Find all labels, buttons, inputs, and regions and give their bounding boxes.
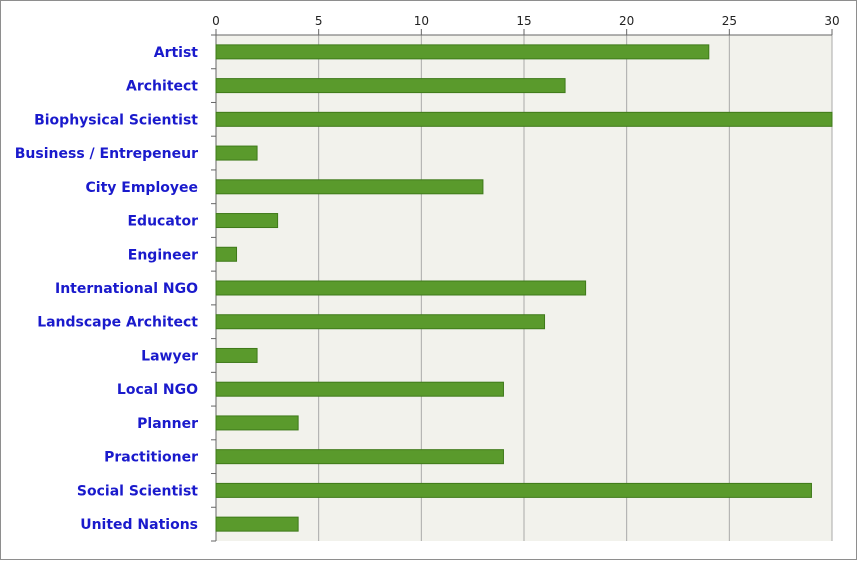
bar <box>215 78 566 94</box>
bar <box>215 44 710 60</box>
bar <box>215 280 587 296</box>
bar <box>215 213 279 229</box>
bar <box>215 111 833 127</box>
category-label: Landscape Architect <box>37 315 198 331</box>
category-label: Local NGO <box>117 382 198 398</box>
bar <box>215 449 504 465</box>
category-label: International NGO <box>55 281 198 297</box>
category-label: Planner <box>137 416 198 432</box>
category-label: Lawyer <box>141 348 198 364</box>
category-label: Engineer <box>128 247 198 263</box>
bar <box>215 381 504 397</box>
bar <box>215 314 546 330</box>
bar <box>215 246 238 262</box>
x-tick-label: 25 <box>722 14 737 28</box>
x-tick-label: 10 <box>414 14 429 28</box>
bar <box>215 347 258 363</box>
bar <box>215 482 812 498</box>
x-tick-label: 0 <box>212 14 220 28</box>
category-label: Biophysical Scientist <box>34 112 198 128</box>
category-label: Business / Entrepeneur <box>15 146 198 162</box>
category-label: City Employee <box>86 180 198 196</box>
category-label: Architect <box>126 79 198 95</box>
bar <box>215 179 484 195</box>
category-label: Educator <box>127 214 198 230</box>
bar <box>215 516 299 532</box>
category-label: Social Scientist <box>77 483 198 499</box>
category-label: Artist <box>154 45 199 61</box>
x-tick-label: 15 <box>516 14 531 28</box>
x-tick-label: 20 <box>619 14 634 28</box>
category-label: United Nations <box>80 517 198 533</box>
bar <box>215 145 258 161</box>
bar <box>215 415 299 431</box>
category-label: Practitioner <box>104 450 198 466</box>
x-tick-label: 30 <box>824 14 839 28</box>
x-tick-label: 5 <box>315 14 323 28</box>
